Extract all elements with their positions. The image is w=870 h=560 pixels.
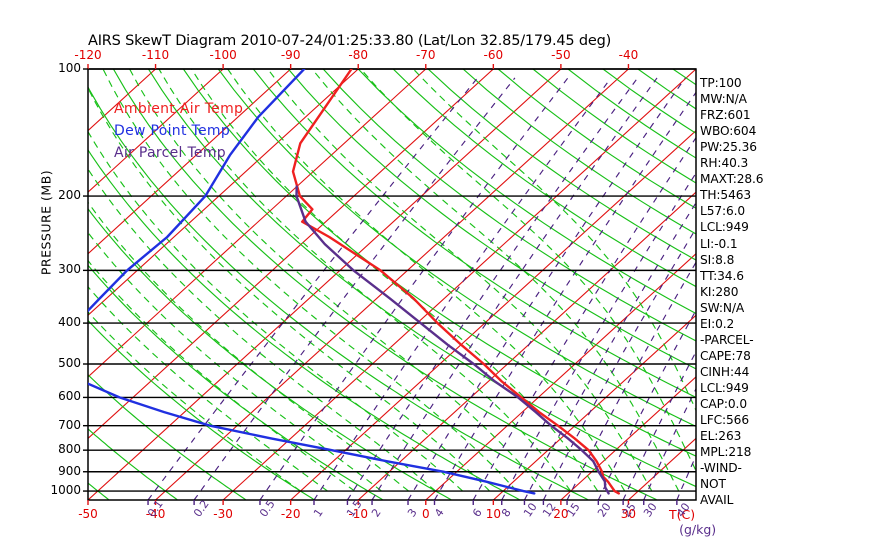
parameter-26: AVAIL [700, 493, 734, 508]
bottom-temp-tick-30: 30 [620, 507, 637, 521]
parameter-1: MW:N/A [700, 92, 747, 107]
top-temp-tick--120: -120 [74, 48, 102, 62]
pressure-tick-1000: 1000 [50, 483, 81, 498]
pressure-tick-100: 100 [58, 61, 81, 75]
parameter-9: LCL:949 [700, 220, 749, 235]
parameter-20: CAP:0.0 [700, 397, 747, 411]
parameter-17: CAPE:78 [700, 348, 751, 363]
top-temp-tick--90: -90 [280, 48, 301, 62]
parameter-5: RH:40.3 [700, 156, 749, 171]
pressure-tick-700: 700 [58, 417, 81, 432]
legend-item-1: Dew Point Temp [114, 123, 231, 139]
legend-item-2: Air Parcel Temp [114, 145, 226, 161]
bottom-temp-tick-0: 0 [421, 507, 430, 521]
bottom-temp-tick--20: -20 [280, 507, 301, 521]
parameter-4: PW:25.36 [700, 140, 757, 155]
parameter-10: LI:-0.1 [700, 236, 738, 251]
top-temp-tick--50: -50 [551, 48, 571, 62]
parameter-8: L57:6.0 [700, 204, 746, 219]
top-temp-tick--80: -80 [348, 48, 369, 62]
x-axis-mixing-ratio-label: (g/kg) [679, 522, 717, 537]
pressure-tick-900: 900 [58, 463, 81, 478]
parameter-11: SI:8.8 [700, 252, 735, 267]
parameter-22: EL:263 [700, 429, 742, 444]
parameter-16: -PARCEL- [700, 332, 754, 347]
parameter-25: NOT [700, 477, 726, 492]
top-temp-tick--40: -40 [618, 48, 639, 62]
pressure-tick-600: 600 [58, 389, 81, 404]
parameter-24: -WIND- [700, 461, 742, 476]
pressure-tick-400: 400 [58, 315, 81, 330]
top-temp-tick--70: -70 [415, 48, 436, 62]
top-temp-tick--60: -60 [483, 48, 504, 62]
bottom-temp-tick-20: 20 [553, 507, 569, 521]
parameter-13: KI:280 [700, 284, 739, 299]
parameter-19: LCL:949 [700, 380, 749, 395]
bottom-temp-tick--40: -40 [145, 507, 166, 521]
pressure-tick-300: 300 [58, 262, 81, 277]
parameter-2: FRZ:601 [700, 108, 751, 123]
top-temp-tick--100: -100 [209, 48, 237, 62]
bottom-temp-tick--10: -10 [348, 507, 369, 521]
bottom-temp-tick-10: 10 [485, 507, 501, 521]
pressure-tick-500: 500 [58, 356, 81, 370]
x-axis-temperature-label: T(C) [668, 507, 696, 522]
legend-item-0: Ambient Air Temp [114, 101, 244, 117]
parameter-15: EI:0.2 [700, 316, 735, 331]
parameter-14: SW:N/A [700, 300, 745, 315]
pressure-tick-800: 800 [58, 442, 81, 457]
parameter-12: TT:34.6 [700, 268, 744, 283]
parameter-21: LFC:566 [700, 413, 749, 428]
page-title: AIRS SkewT Diagram 2010-07-24/01:25:33.8… [88, 33, 612, 49]
parameter-0: TP:100 [700, 76, 742, 90]
top-temp-tick--110: -110 [141, 48, 170, 62]
bottom-temp-tick--50: -50 [78, 507, 98, 521]
parameter-3: WBO:604 [700, 124, 757, 139]
parameter-6: MAXT:28.6 [700, 172, 764, 187]
parameter-7: TH:5463 [700, 188, 752, 203]
bottom-temp-tick--30: -30 [213, 507, 233, 521]
pressure-tick-200: 200 [58, 188, 81, 203]
parameter-23: MPL:218 [700, 445, 752, 460]
parameter-18: CINH:44 [700, 364, 750, 379]
